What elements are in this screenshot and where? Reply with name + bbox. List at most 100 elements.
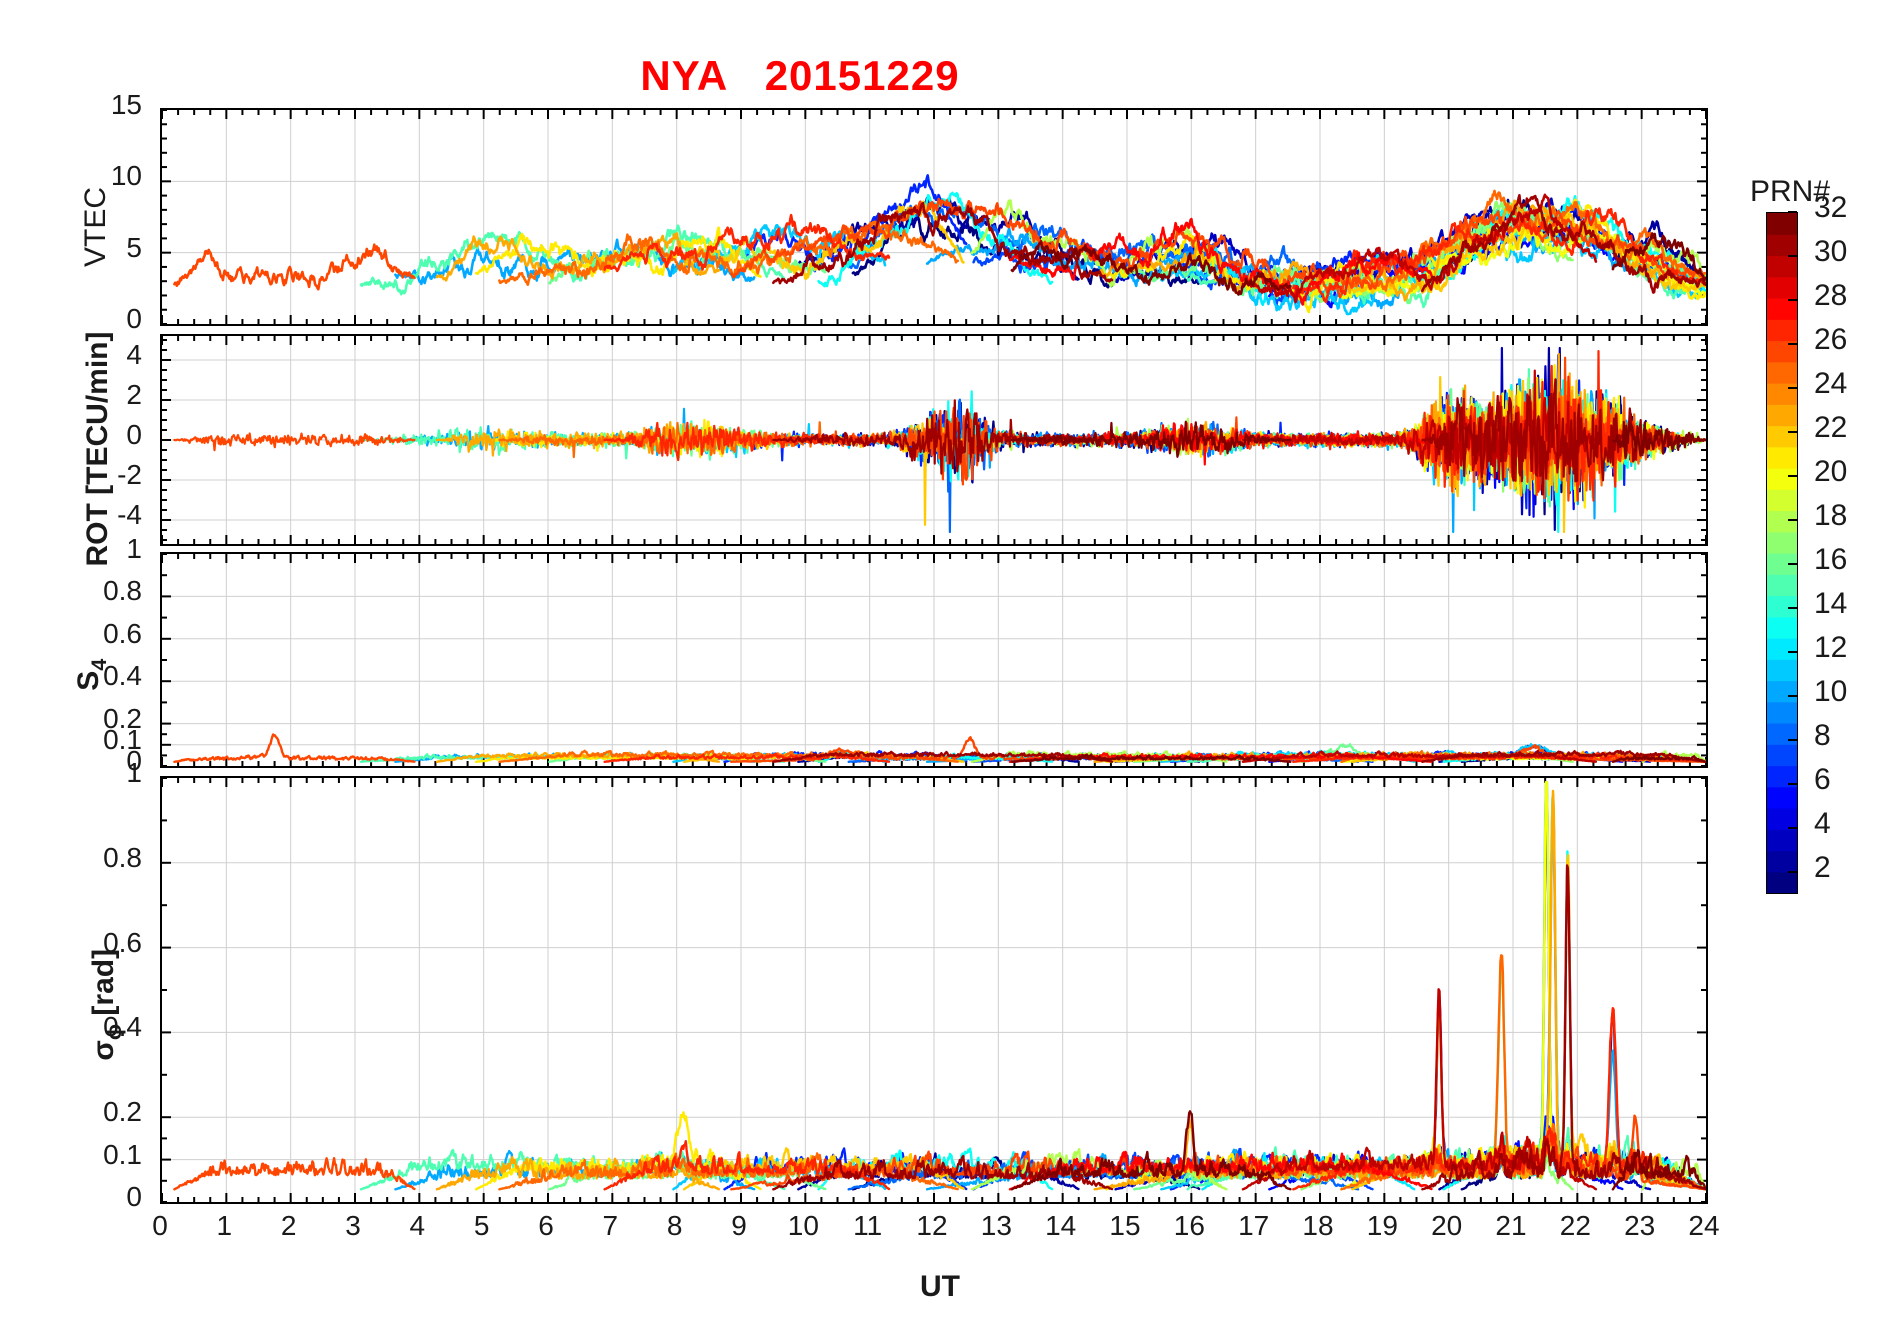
colorbar-tickmark: [1788, 255, 1797, 257]
rot-ytick: 2: [126, 379, 142, 410]
vtec-ytick: 15: [110, 89, 142, 120]
colorbar: [1766, 212, 1798, 894]
series-line: [1010, 1110, 1292, 1191]
series-line: [1010, 240, 1292, 296]
panel-vtec: [160, 108, 1708, 326]
xaxis-tick: 12: [916, 1210, 948, 1241]
figure-title: NYA 20151229: [640, 52, 960, 99]
rot-ytick: -2: [117, 459, 142, 490]
xaxis-tick: 24: [1688, 1210, 1720, 1241]
series-line: [1421, 864, 1706, 1191]
xaxis-tick: 13: [980, 1210, 1012, 1241]
series-line: [1611, 420, 1706, 458]
colorbar-tick: 14: [1814, 587, 1848, 620]
xaxis-tick: 3: [345, 1210, 361, 1241]
sigmaphi-ytick: 0.2: [103, 1096, 142, 1128]
colorbar-tickmark: [1788, 783, 1797, 785]
colorbar-tick: 2: [1814, 851, 1831, 884]
colorbar-tickmark: [1788, 299, 1797, 301]
data-series-sigmaphi: [173, 781, 1706, 1191]
colorbar-tick: 10: [1814, 675, 1848, 708]
s4-ytick: 0.6: [103, 617, 142, 649]
series-line: [173, 733, 416, 763]
xaxis-tick: 0: [152, 1210, 168, 1241]
plot-area-sigmaphi: [162, 778, 1706, 1202]
data-series-s4: [173, 733, 1706, 763]
colorbar-tick: 22: [1814, 411, 1848, 444]
series-line: [1241, 988, 1598, 1191]
sigmaphi-ytick: 0: [126, 1181, 142, 1212]
colorbar-tick: 8: [1814, 719, 1831, 752]
colorbar-tick: 16: [1814, 543, 1848, 576]
colorbar-tick: 6: [1814, 763, 1831, 796]
series-line: [603, 421, 891, 462]
colorbar-tickmark: [1788, 739, 1797, 741]
s4-ytick: 0.4: [103, 660, 142, 692]
colorbar-gradient: [1767, 213, 1797, 893]
colorbar-tickmark: [1788, 475, 1797, 477]
colorbar-tick: 28: [1814, 279, 1848, 312]
colorbar-tickmark: [1788, 519, 1797, 521]
sigmaphi-ytick: 0.6: [103, 926, 142, 958]
xaxis-tick: 9: [731, 1210, 747, 1241]
series-line: [1421, 749, 1706, 763]
sigmaphi-ytick: 0.1: [103, 1138, 142, 1170]
plot-area-vtec: [162, 110, 1706, 324]
xaxis-tick: 8: [666, 1210, 683, 1241]
series-line: [498, 219, 959, 286]
series-line: [1186, 793, 1706, 1191]
vtec-ytick: 5: [126, 231, 142, 263]
colorbar-tickmark: [1788, 563, 1797, 565]
series-line: [1241, 193, 1598, 304]
series-line: [772, 399, 1114, 475]
xaxis-tick: 14: [1045, 1210, 1077, 1241]
series-line: [772, 201, 1114, 285]
s4-ytick: 0: [126, 745, 142, 776]
sigmaphi-ytick: 1: [126, 757, 142, 788]
xaxis-tick: 11: [853, 1210, 883, 1241]
series-line: [1010, 753, 1292, 763]
series-line: [173, 1157, 416, 1191]
colorbar-title: PRN#: [1750, 175, 1831, 208]
s4-ytick: 0.8: [103, 575, 142, 607]
colorbar-tickmark: [1788, 871, 1797, 873]
xaxis-tick: 4: [409, 1210, 426, 1241]
tickmarks: [162, 110, 1706, 324]
rot-ytick: 0: [126, 419, 142, 450]
colorbar-tickmark: [1788, 343, 1797, 345]
series-line: [1010, 420, 1292, 458]
xaxis-tick: 21: [1495, 1210, 1527, 1241]
tickmarks: [162, 336, 1706, 544]
colorbar-tickmark: [1788, 651, 1797, 653]
gridlines: [162, 554, 1706, 766]
colorbar-tickmark: [1788, 211, 1797, 213]
colorbar-tick: 4: [1814, 807, 1831, 840]
series-line: [1421, 378, 1706, 496]
rot-ytick: -4: [117, 499, 142, 530]
panel-rot: [160, 334, 1708, 546]
colorbar-tick: 32: [1814, 191, 1848, 224]
data-series-rot: [173, 346, 1706, 534]
xaxis-tick: 17: [1238, 1210, 1270, 1241]
colorbar-tick: 18: [1814, 499, 1848, 532]
plot-area-rot: [162, 336, 1706, 544]
colorbar-tickmark: [1788, 431, 1797, 433]
series-line: [1611, 232, 1706, 282]
series-line: [1442, 850, 1706, 1191]
s4-ytick: 1: [126, 533, 142, 564]
xaxis-tick: 1: [216, 1210, 233, 1241]
gridlines: [162, 778, 1706, 1202]
xaxis-tick: 15: [1109, 1210, 1141, 1241]
xaxis-label: UT: [920, 1270, 960, 1303]
colorbar-tickmark: [1788, 607, 1797, 609]
series-line: [1611, 1148, 1706, 1191]
xaxis-tick: 22: [1559, 1210, 1591, 1241]
series-line: [1339, 781, 1706, 1191]
xaxis-tick: 10: [787, 1210, 819, 1241]
series-line: [1160, 781, 1706, 1191]
tickmarks: [162, 778, 1706, 1202]
series-line: [1421, 194, 1706, 294]
colorbar-tick: 20: [1814, 455, 1848, 488]
xaxis-tick: 7: [602, 1210, 619, 1241]
xaxis-tick: 6: [538, 1210, 554, 1241]
